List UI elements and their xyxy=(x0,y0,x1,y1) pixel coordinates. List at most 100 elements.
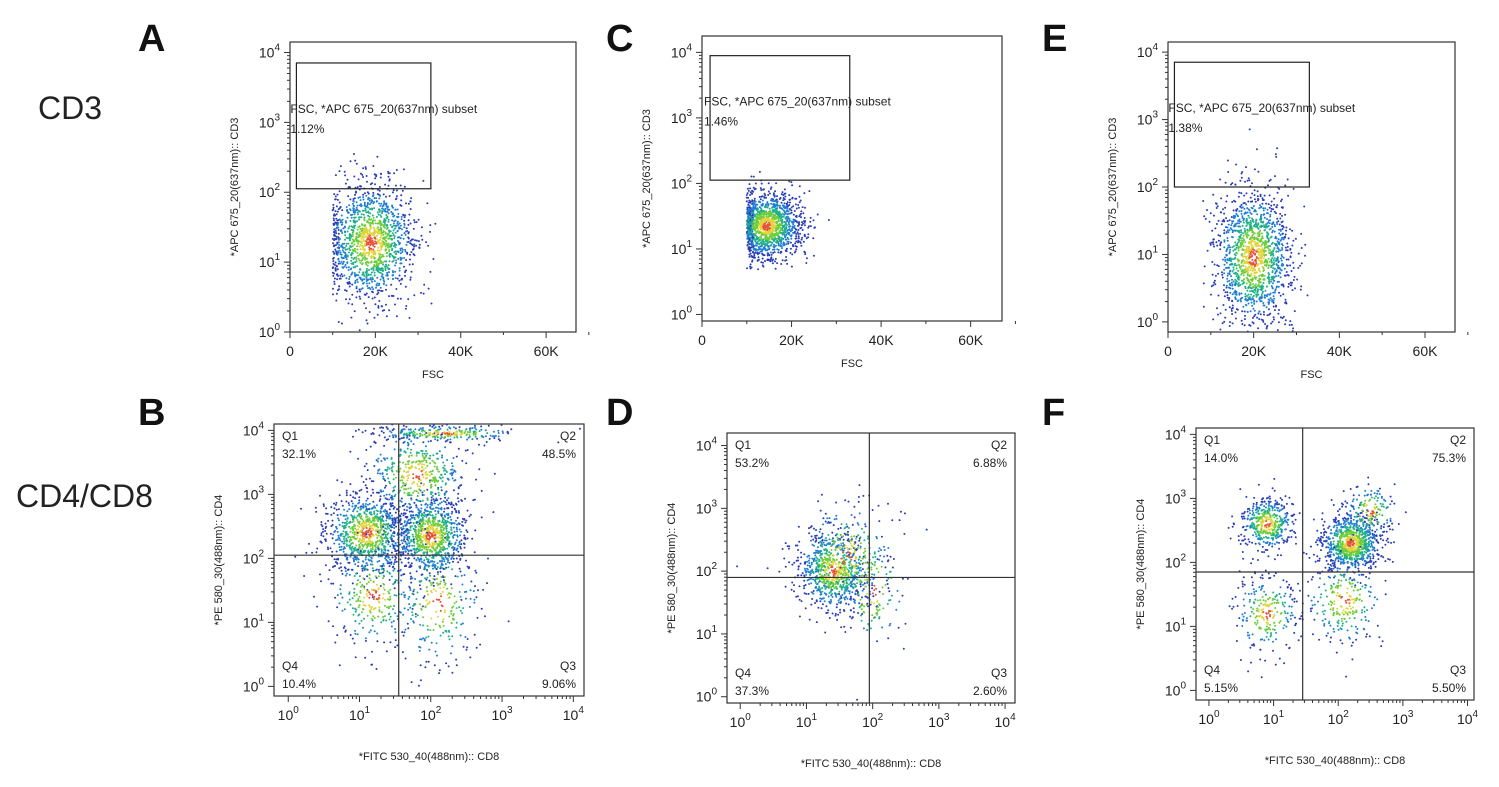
event-point xyxy=(438,669,441,672)
event-point xyxy=(383,280,386,283)
event-point xyxy=(415,521,418,524)
event-point xyxy=(413,436,416,439)
event-point xyxy=(343,265,346,268)
event-point xyxy=(415,549,418,551)
event-point xyxy=(337,321,340,323)
event-point xyxy=(368,521,371,524)
event-point xyxy=(482,588,485,591)
event-point xyxy=(322,530,324,533)
event-point xyxy=(451,645,454,648)
panel-letter-d: D xyxy=(606,392,634,434)
event-point xyxy=(387,590,390,593)
event-point xyxy=(371,297,374,300)
x-axis-label: FSC xyxy=(841,358,863,370)
event-point xyxy=(456,523,459,526)
event-point xyxy=(378,468,381,471)
event-point xyxy=(449,592,452,595)
event-point xyxy=(355,232,358,235)
event-point xyxy=(348,285,351,288)
event-point xyxy=(343,242,346,245)
event-point xyxy=(413,221,416,224)
event-point xyxy=(432,478,435,481)
event-point xyxy=(369,239,372,242)
event-point xyxy=(388,271,390,274)
event-point xyxy=(443,609,446,612)
event-point xyxy=(411,263,414,266)
event-point xyxy=(362,213,365,216)
event-point xyxy=(382,269,385,272)
event-point xyxy=(420,514,423,517)
event-point xyxy=(365,530,368,533)
event-point xyxy=(427,526,430,529)
event-point xyxy=(401,251,404,253)
event-point xyxy=(376,270,379,273)
event-point xyxy=(382,545,385,547)
event-point xyxy=(407,428,410,431)
event-point xyxy=(373,316,376,319)
event-point xyxy=(345,289,348,292)
event-point xyxy=(401,479,404,482)
event-point xyxy=(389,245,392,248)
event-point xyxy=(367,261,370,264)
event-point xyxy=(365,319,368,322)
event-point xyxy=(415,534,418,536)
event-point xyxy=(334,267,337,270)
event-point xyxy=(378,219,381,222)
event-point xyxy=(338,170,341,173)
event-point xyxy=(429,440,432,442)
event-point xyxy=(399,499,402,502)
event-point xyxy=(339,562,342,565)
event-point xyxy=(375,509,378,512)
event-point xyxy=(376,268,379,271)
event-point xyxy=(432,546,435,549)
event-point xyxy=(368,533,371,536)
event-point xyxy=(459,433,462,436)
event-point xyxy=(383,436,386,439)
event-point xyxy=(371,286,374,289)
event-point xyxy=(464,430,467,432)
event-point xyxy=(357,614,360,617)
event-point xyxy=(356,531,359,534)
event-point xyxy=(413,294,416,297)
event-point xyxy=(334,210,337,213)
event-point xyxy=(365,244,368,247)
event-point xyxy=(389,223,392,226)
event-point xyxy=(412,473,415,476)
event-point xyxy=(365,508,368,510)
event-point xyxy=(407,219,410,222)
event-point xyxy=(404,483,407,486)
event-point xyxy=(387,170,390,173)
event-point xyxy=(383,494,386,497)
event-point xyxy=(349,483,352,486)
event-point xyxy=(444,501,447,504)
event-point xyxy=(349,208,351,211)
event-point xyxy=(401,248,404,251)
event-point xyxy=(457,447,460,450)
event-point xyxy=(393,244,396,247)
event-point xyxy=(392,206,394,209)
event-point xyxy=(395,552,398,555)
event-point xyxy=(348,504,351,507)
event-point xyxy=(337,226,340,229)
event-point xyxy=(392,255,395,258)
event-point xyxy=(377,575,380,578)
event-point xyxy=(376,249,379,252)
event-point xyxy=(414,615,417,618)
event-point xyxy=(474,585,476,588)
event-point xyxy=(412,481,415,484)
y-tick-label: 103 xyxy=(243,484,265,502)
event-point xyxy=(348,535,351,538)
quadrant-percent-q2: 48.5% xyxy=(542,447,576,461)
event-point xyxy=(352,266,355,269)
event-point xyxy=(458,523,461,525)
event-point xyxy=(437,428,440,431)
event-point xyxy=(402,441,405,444)
event-point xyxy=(333,280,336,283)
event-point xyxy=(336,246,339,249)
event-point xyxy=(379,228,382,231)
event-point xyxy=(431,520,434,523)
event-point xyxy=(436,543,439,546)
event-point xyxy=(359,276,362,279)
event-point xyxy=(366,540,369,543)
event-point xyxy=(378,189,381,192)
